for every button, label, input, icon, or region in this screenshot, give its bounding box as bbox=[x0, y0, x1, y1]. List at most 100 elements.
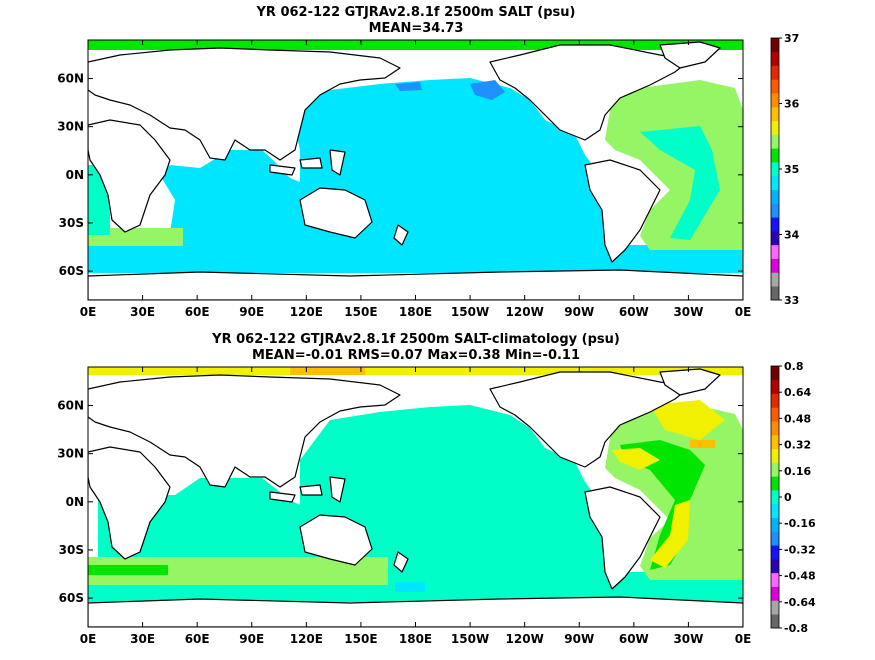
x-tick-label: 0E bbox=[735, 305, 752, 319]
colorbar-swatch bbox=[771, 600, 779, 615]
x-tick-label: 30E bbox=[130, 632, 155, 646]
x-tick-label: 90E bbox=[239, 632, 264, 646]
x-tick-label: 150W bbox=[451, 632, 489, 646]
colorbar-label: 36 bbox=[784, 98, 800, 111]
colorbar-label: 0 bbox=[784, 491, 792, 504]
x-tick-label: 30E bbox=[130, 305, 155, 319]
colorbar-swatch bbox=[771, 106, 779, 122]
colorbar-swatch bbox=[771, 244, 779, 259]
y-tick-label: 30S bbox=[59, 216, 84, 230]
x-tick-label: 150E bbox=[344, 305, 377, 319]
x-tick-label: 60W bbox=[619, 305, 649, 319]
x-tick-label: 60W bbox=[619, 632, 649, 646]
panel-salt-subtitle: MEAN=34.73 bbox=[369, 21, 464, 36]
y-tick-label: 60N bbox=[57, 72, 84, 86]
colorbar-swatch bbox=[771, 393, 779, 408]
y-tick-label: 60S bbox=[59, 591, 84, 605]
colorbar-swatch bbox=[771, 120, 779, 135]
panel-salt: YR 062-122 GTJRAv2.8.1f 2500m SALT (psu)… bbox=[57, 5, 799, 319]
colorbar-swatch bbox=[771, 559, 779, 574]
panel-anomaly-title: YR 062-122 GTJRAv2.8.1f 2500m SALT-clima… bbox=[211, 332, 620, 347]
colorbar-label: -0.64 bbox=[784, 596, 816, 609]
x-tick-label: 120W bbox=[506, 305, 544, 319]
colorbar-swatch bbox=[771, 148, 779, 163]
colorbar-label: 35 bbox=[784, 163, 799, 176]
colorbar-swatch bbox=[771, 531, 779, 546]
panel-salt-title: YR 062-122 GTJRAv2.8.1f 2500m SALT (psu) bbox=[256, 5, 576, 20]
x-tick-label: 0E bbox=[80, 305, 97, 319]
colorbar-swatch bbox=[771, 517, 779, 532]
colorbar-swatch bbox=[771, 503, 779, 518]
colorbar-label: -0.32 bbox=[784, 543, 816, 556]
colorbar-swatch bbox=[771, 572, 779, 587]
colorbar-swatch bbox=[771, 38, 779, 53]
y-tick-label: 0N bbox=[66, 168, 84, 182]
colorbar-swatch bbox=[771, 379, 779, 394]
panel-salt-anomaly: YR 062-122 GTJRAv2.8.1f 2500m SALT-clima… bbox=[57, 332, 816, 646]
y-tick-label: 60N bbox=[57, 399, 84, 413]
colorbar-swatch bbox=[771, 51, 779, 66]
x-tick-label: 30W bbox=[673, 305, 703, 319]
salt-y-axis: 60N 30N 0N 30S 60S bbox=[57, 72, 743, 278]
x-tick-label: 0E bbox=[735, 632, 752, 646]
colorbar-swatch bbox=[771, 490, 779, 505]
colorbar-label: 0.32 bbox=[784, 439, 811, 452]
x-tick-label: 30W bbox=[673, 632, 703, 646]
anomaly-field bbox=[88, 367, 743, 627]
anomaly-y-axis: 60N 30N 0N 30S 60S bbox=[57, 399, 743, 605]
colorbar-swatch bbox=[771, 448, 779, 463]
colorbar-swatch bbox=[771, 586, 779, 601]
colorbar-swatch bbox=[771, 421, 779, 436]
colorbar-swatch bbox=[771, 614, 779, 629]
colorbar-swatch bbox=[771, 476, 779, 491]
x-tick-label: 120W bbox=[506, 632, 544, 646]
panel-anomaly-subtitle: MEAN=-0.01 RMS=0.07 Max=0.38 Min=-0.11 bbox=[252, 348, 580, 363]
colorbar-swatch bbox=[771, 407, 779, 422]
colorbar-swatch bbox=[771, 65, 779, 80]
x-tick-label: 0E bbox=[80, 632, 97, 646]
x-tick-label: 60E bbox=[185, 305, 210, 319]
colorbar-swatch bbox=[771, 545, 779, 560]
colorbar-swatch bbox=[771, 434, 779, 450]
y-tick-label: 0N bbox=[66, 495, 84, 509]
colorbar-label: -0.48 bbox=[784, 570, 816, 583]
x-tick-label: 90E bbox=[239, 305, 264, 319]
colorbar-label: 37 bbox=[784, 32, 799, 45]
x-tick-label: 60E bbox=[185, 632, 210, 646]
x-tick-label: 120E bbox=[290, 305, 323, 319]
salt-x-axis: 0E 30E 60E 90E 120E 150E 180E 150W 120W 90W 60W 30W… bbox=[80, 40, 752, 319]
y-tick-label: 60S bbox=[59, 264, 84, 278]
colorbar-swatch bbox=[771, 203, 779, 218]
colorbar-swatch bbox=[771, 366, 779, 381]
colorbar-label: 34 bbox=[784, 229, 800, 242]
y-tick-label: 30S bbox=[59, 543, 84, 557]
colorbar-swatch bbox=[771, 162, 779, 177]
x-tick-label: 150W bbox=[451, 305, 489, 319]
y-tick-label: 30N bbox=[57, 447, 84, 461]
colorbar-label: 0.64 bbox=[784, 386, 811, 399]
x-tick-label: 90W bbox=[564, 305, 594, 319]
colorbar-label: -0.16 bbox=[784, 517, 816, 530]
colorbar-swatch bbox=[771, 258, 779, 273]
colorbar-label: 0.48 bbox=[784, 412, 811, 425]
y-tick-label: 30N bbox=[57, 120, 84, 134]
colorbar-label: 0.16 bbox=[784, 465, 811, 478]
colorbar-swatch bbox=[771, 231, 779, 246]
salt-colorbar: 37 36 35 34 33 bbox=[770, 32, 800, 307]
colorbar-swatch bbox=[771, 79, 779, 94]
colorbar-swatch bbox=[771, 286, 779, 301]
x-tick-label: 120E bbox=[290, 632, 323, 646]
colorbar-swatch bbox=[771, 462, 779, 477]
x-tick-label: 90W bbox=[564, 632, 594, 646]
x-tick-label: 180E bbox=[399, 305, 432, 319]
colorbar-label: 33 bbox=[784, 294, 799, 307]
colorbar-swatch bbox=[771, 217, 779, 232]
colorbar-swatch bbox=[771, 93, 779, 108]
x-tick-label: 180E bbox=[399, 632, 432, 646]
colorbar-label: -0.8 bbox=[784, 622, 808, 635]
colorbar-swatch bbox=[771, 175, 779, 190]
colorbar-swatch bbox=[771, 189, 779, 204]
anomaly-colorbar: 0.8 0.64 0.48 0.32 0.16 0 -0.16 -0.32 -0.48 -0.64… bbox=[770, 360, 816, 635]
x-tick-label: 150E bbox=[344, 632, 377, 646]
